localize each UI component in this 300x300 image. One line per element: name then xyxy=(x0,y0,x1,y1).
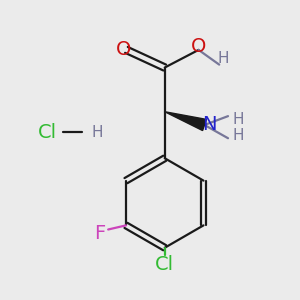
Text: H: H xyxy=(232,128,244,143)
Polygon shape xyxy=(165,112,206,130)
Text: H: H xyxy=(91,125,103,140)
Text: O: O xyxy=(191,38,206,56)
Text: Cl: Cl xyxy=(155,255,174,274)
Text: F: F xyxy=(94,224,106,243)
Text: N: N xyxy=(202,116,216,134)
Text: O: O xyxy=(116,40,131,59)
Text: H: H xyxy=(232,112,244,127)
Text: H: H xyxy=(218,51,230,66)
Text: Cl: Cl xyxy=(38,123,56,142)
